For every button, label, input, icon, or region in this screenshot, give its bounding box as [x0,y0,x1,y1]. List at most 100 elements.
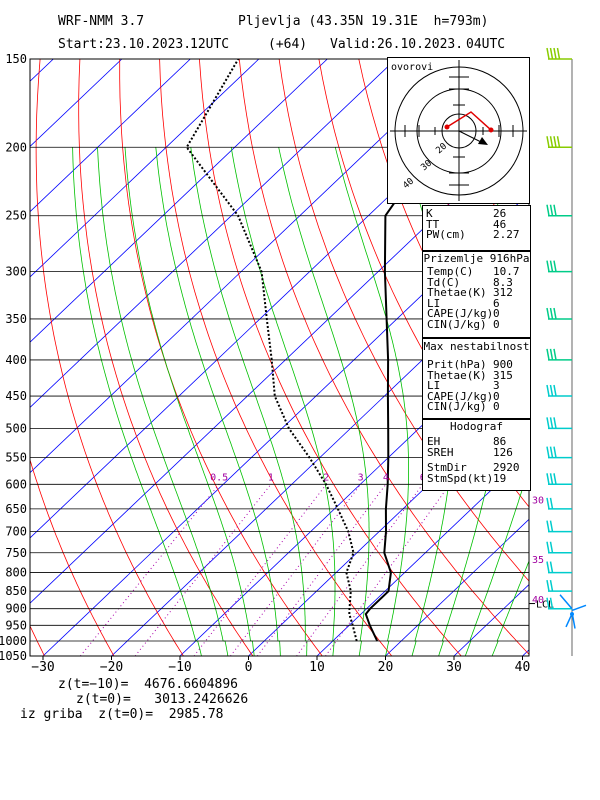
hodograf-title: Hodograf [450,420,503,433]
hodograph-panel: ovorovi 20 30 40 [387,57,530,204]
surface-cape-value: 0 [493,307,500,320]
index-pw-label: PW(cm) [426,228,466,241]
isotherm-line [522,649,529,656]
wind-barb-flag [553,47,557,60]
wind-barb-flag [549,497,554,510]
skew-t-chart: 1502002503003504004505005506006507007508… [0,47,600,675]
valid-date: Valid:26.10.2023. [330,37,464,52]
y-tick-label: 650 [5,502,27,516]
moist-adiabat-line [334,147,409,642]
dry-adiabat-line [35,59,184,656]
wind-barb-flag [556,47,561,60]
max-prit-value: 900 [493,358,513,371]
isotherm-line [42,192,529,656]
max-prit-label: Prit(hPa) [427,358,487,371]
wind-barb-flag [549,446,554,458]
lcl-label: LCL [536,600,554,611]
y-tick-label: 300 [5,265,27,279]
isotherm-line [591,59,600,656]
moist-adiabat-line [491,640,499,656]
start-time: 12UTC [190,37,230,52]
isotherm-line [30,59,260,278]
index-tt-value: 46 [493,217,507,231]
wind-barb-flag [553,307,557,320]
isotherm-line [385,518,529,656]
y-tick-label: 200 [5,140,27,154]
wind-barb-flag [546,446,550,458]
footer-z-0-grib: iz griba z(t=0)= 2985.78 [20,707,224,722]
hodograf-eh-label: EH [427,435,441,448]
start-date: Start:23.10.2023. [58,37,192,52]
valid-time: 04UTC [466,37,506,52]
wind-barb-flag [549,47,554,60]
wind-barb-flag [553,348,557,361]
wind-barb-flag [546,561,550,573]
x-tick-label: 20 [378,660,394,675]
wind-barb-flag [553,417,557,429]
max-cape-value: 0 [493,389,500,403]
hodograf-stmdir-value: 2920 [493,461,520,474]
index-pw-value: 2.27 [493,228,520,241]
right-scale-label: 40 [532,595,544,606]
x-tick-label: 40 [515,660,531,675]
index-k-label: K [426,207,433,220]
moist-adiabat-line [305,640,308,656]
hodograph-start [444,124,450,130]
wind-barb-flag [549,260,554,272]
isotherm-line [248,388,529,656]
y-tick-label: 600 [5,477,27,491]
wind-barb-flag [549,348,554,361]
storm-motion-line [458,130,484,144]
moist-adiabat-line [97,147,224,642]
surface-td-label: Td(C) [427,275,461,289]
wind-barb-flag [549,580,554,592]
y-tick-label: 150 [5,52,27,66]
wind-barb-flag [546,136,550,148]
max-thetae-value: 315 [493,368,513,382]
wind-barb-flag [546,497,550,510]
max-li-label: LI [427,379,441,392]
x-tick-label: −10 [168,660,191,675]
x-tick-label: 10 [309,660,325,675]
max-cin-label: CIN(J/kg) [427,400,487,413]
surface-temp-label: Temp(C) [427,265,474,278]
surface-li-label: LI [427,296,441,310]
surface-title: Prizemlje 916hPa [423,252,530,265]
wind-barb-flag [546,47,550,60]
wind-barb-flag [549,597,554,609]
mixing-ratio-line [296,484,424,656]
surface-cape-label: CAPE(J/kg) [427,307,494,320]
isotherm-line [30,59,465,474]
dry-adiabat-line [119,59,323,656]
mixing-ratio-label: 4 [383,472,389,483]
y-tick-label: 550 [5,451,27,465]
moist-adiabat-line [278,147,370,642]
index-k-value: 26 [493,207,507,220]
moist-adiabat-line [72,147,197,642]
wind-barb-flag [549,417,554,429]
y-tick-label: 250 [5,209,27,223]
surface-li-value: 6 [493,296,500,310]
temperature-profile [364,59,527,642]
wind-barb-flag [549,520,554,532]
hodograf-sreh-label: SREH [427,445,454,459]
max-cin-value: 0 [493,400,500,413]
mixing-ratio-label: 0.5 [210,472,228,483]
indices-box: K 26 TT 46 PW(cm) 2.27 [422,205,531,251]
wind-barb-flag [546,384,550,397]
isotherm-line [30,59,328,343]
mixing-ratio-line [193,484,327,656]
hodograph-label: ovorovi [391,62,433,73]
wind-barb-flag [546,204,550,216]
y-tick-label: 700 [5,525,27,539]
wind-barb-flag [549,473,554,485]
wind-barb-flag [553,260,557,272]
storm-motion-arrow [478,137,488,145]
surface-cin-value: 0 [493,317,500,331]
hodograf-stmdir-label: StmDir [427,461,467,474]
hodograph-trace [446,111,492,131]
max-li-value: 3 [493,379,500,392]
moist-adiabat-line [496,559,529,642]
hodograf-sreh-value: 126 [493,445,513,459]
moist-adiabat-line [190,147,306,641]
